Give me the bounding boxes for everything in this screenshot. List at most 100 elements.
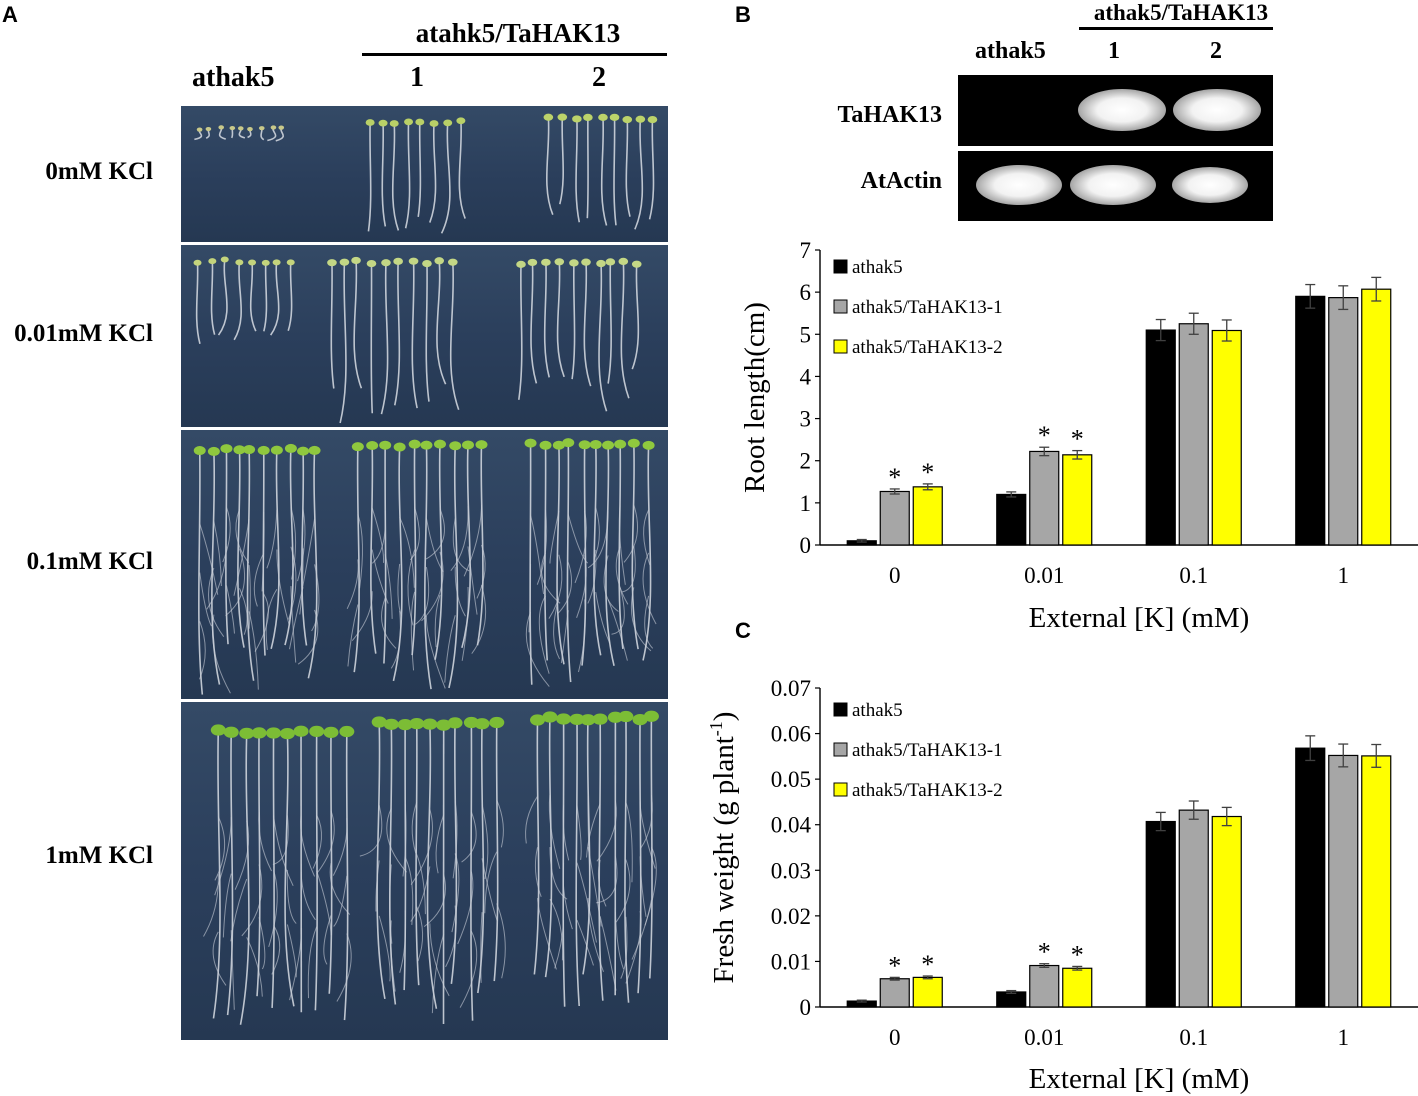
seedling-lateral-root xyxy=(621,546,636,593)
root-length-ytick-label: 5 xyxy=(800,322,812,347)
seedling-lateral-root xyxy=(452,801,458,879)
root-length-bar xyxy=(1328,297,1359,546)
seedling-cotyledon xyxy=(592,713,608,725)
seedling-cotyledon xyxy=(278,125,285,130)
seedling-lateral-root xyxy=(416,906,424,962)
seedling-root xyxy=(423,445,432,690)
seedling-lateral-root xyxy=(235,508,250,564)
fresh-weight-bar xyxy=(1145,820,1176,1008)
seedling-cotyledon xyxy=(420,440,433,450)
seedling-lateral-root xyxy=(258,811,273,872)
seedling-cotyledon xyxy=(193,446,206,456)
seedling-cotyledon xyxy=(580,714,596,726)
root-length-legend-label: athak5/TaHAK13-1 xyxy=(852,297,1003,318)
seedling-cotyledon xyxy=(235,259,244,266)
seedling-root xyxy=(233,262,243,341)
seedling-lateral-root xyxy=(625,802,633,883)
seedling-root xyxy=(620,261,630,399)
seedling-cotyledon xyxy=(433,439,446,449)
seedling-lateral-root xyxy=(562,862,573,930)
fresh-weight-ytick-label: 0.02 xyxy=(771,904,811,929)
seedling-cotyledon xyxy=(474,718,490,730)
seedling-root xyxy=(389,724,397,1005)
seedling-lateral-root xyxy=(410,591,416,671)
gel-band-atactin-athak5 xyxy=(976,165,1062,205)
seedling-cotyledon xyxy=(266,727,282,739)
panel-b-letter: B xyxy=(735,2,751,27)
seedling-cotyledon xyxy=(447,717,463,729)
seedling-cotyledon xyxy=(552,440,565,450)
root-length-ytick-label: 3 xyxy=(800,407,812,432)
fresh-weight-y-axis-title: Fresh weight (g plant-1) xyxy=(706,712,740,984)
fresh-weight-xtick-label: 0.1 xyxy=(1179,1025,1208,1050)
seedling-root xyxy=(648,119,655,220)
gel-band-atactin-line2 xyxy=(1172,167,1248,203)
seedling-root xyxy=(415,723,420,986)
seedling-cotyledon xyxy=(293,725,309,737)
seedling-lateral-root xyxy=(562,805,570,861)
seedling-lateral-root xyxy=(574,510,587,584)
seedling-lateral-root xyxy=(241,864,263,937)
seedling-cotyledon xyxy=(218,125,225,130)
fresh-weight-legend-label: athak5/TaHAK13-2 xyxy=(852,780,1003,801)
seedling-lateral-root xyxy=(607,599,628,661)
fresh-weight-bar xyxy=(1178,809,1209,1008)
seedling-lateral-root xyxy=(311,564,320,632)
seedling-cotyledon xyxy=(530,714,546,726)
seedling-cotyledon xyxy=(279,727,295,740)
seedling-root xyxy=(380,262,389,415)
seedling-root xyxy=(210,261,216,335)
seedling-root xyxy=(217,259,228,336)
seedling-root xyxy=(287,262,293,331)
seedling-lateral-root xyxy=(425,508,445,560)
seedling-root xyxy=(263,262,268,332)
seedling-cotyledon xyxy=(239,727,255,739)
seedling-root xyxy=(448,445,459,689)
seedling-lateral-root xyxy=(434,594,441,648)
seedling-cotyledon xyxy=(627,438,640,448)
seedling-cotyledon xyxy=(581,258,591,266)
seedling-cotyledon xyxy=(233,445,246,455)
seedling-lateral-root xyxy=(576,555,587,618)
seedling-root xyxy=(544,717,553,978)
gel-band-tahak13-line2 xyxy=(1173,89,1261,131)
root-length-ytick-label: 1 xyxy=(800,491,812,516)
seedling-lateral-root xyxy=(615,546,629,605)
seedling-root xyxy=(631,264,640,370)
seedling-root xyxy=(559,117,565,205)
seedling-cotyledon xyxy=(415,118,425,126)
fresh-weight-bar xyxy=(1295,747,1326,1008)
seedling-lateral-root xyxy=(199,523,219,595)
seedling-lateral-root xyxy=(411,801,418,854)
seedling-plate-01mm xyxy=(181,430,668,699)
seedling-cotyledon xyxy=(622,116,633,124)
seedling-lateral-root xyxy=(454,566,466,617)
root-length-xtick-label: 1 xyxy=(1338,563,1350,588)
fresh-weight-sig-marker: * xyxy=(1038,938,1051,967)
seedling-lateral-root xyxy=(525,612,550,687)
gel-image-atactin xyxy=(958,151,1273,221)
seedling-cotyledon xyxy=(351,256,361,265)
seedling-root xyxy=(533,719,540,975)
root-length-sig-marker: * xyxy=(1038,421,1051,450)
fresh-weight-bar xyxy=(1029,964,1060,1008)
seedling-lateral-root xyxy=(276,549,290,625)
seedling-lateral-root xyxy=(463,504,482,577)
seedling-cotyledon xyxy=(569,259,579,267)
seedling-root xyxy=(543,262,550,378)
seedling-lateral-root xyxy=(471,584,487,654)
seedling-root xyxy=(391,123,400,231)
seedling-lateral-root xyxy=(536,509,548,585)
seedling-cotyledon xyxy=(339,725,355,738)
seedling-lateral-root xyxy=(359,804,383,857)
fresh-weight-ytick-label: 0.01 xyxy=(771,949,811,974)
seedling-root xyxy=(600,117,608,226)
seedling-cotyledon xyxy=(381,259,391,267)
fresh-weight-xtick-label: 1 xyxy=(1338,1025,1350,1050)
seedling-cotyledon xyxy=(429,120,439,127)
seedling-cotyledon xyxy=(569,713,585,725)
root-length-xtick-label: 0.01 xyxy=(1024,563,1064,588)
seedling-root xyxy=(624,716,630,1003)
root-length-ytick-label: 0 xyxy=(800,533,812,558)
